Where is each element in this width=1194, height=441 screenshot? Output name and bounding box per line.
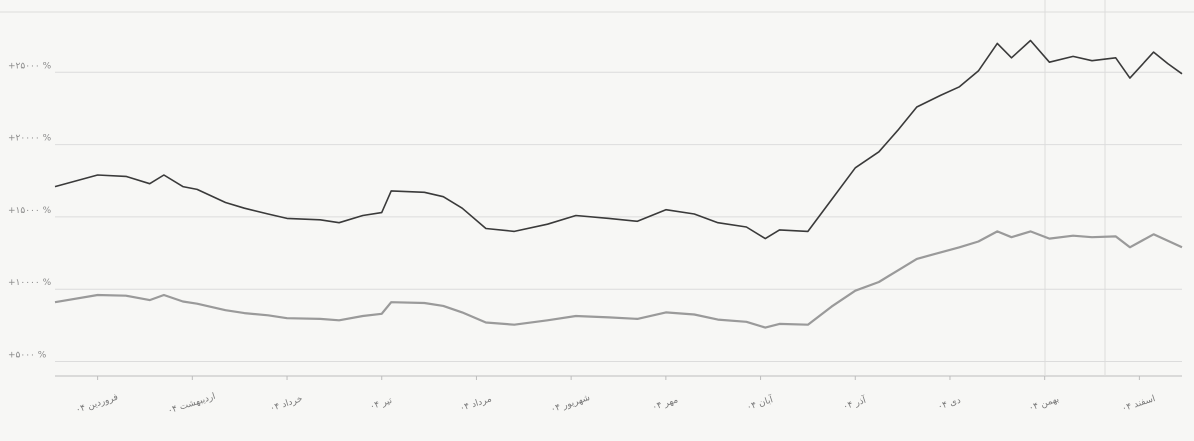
x-tick-label: اردیبهشت ۰۴ — [167, 392, 217, 417]
x-tick-label: فروردین ۰۴ — [75, 393, 120, 416]
x-tick-label: تیر ۰۴ — [369, 396, 394, 413]
y-tick-label: +۵۰۰۰ % — [8, 351, 47, 361]
x-tick-label: اسفند ۰۴ — [1121, 394, 1157, 414]
series-line-1 — [54, 39, 1183, 240]
x-tick-label: آبان ۰۴ — [745, 393, 775, 413]
x-tick-label: شهریور ۰۴ — [550, 393, 592, 415]
series-line-2 — [54, 230, 1183, 329]
x-tick-label: خرداد ۰۴ — [269, 394, 304, 414]
y-tick-label: +۱۵۰۰۰ % — [8, 206, 52, 216]
x-tick-label: دی ۰۴ — [937, 396, 963, 413]
x-tick-label: آذر ۰۴ — [841, 394, 867, 413]
y-tick-label: +۲۰۰۰۰ % — [8, 134, 52, 144]
x-tick-label: بهمن ۰۴ — [1028, 395, 1061, 414]
y-tick-label: +۱۰۰۰۰ % — [8, 278, 52, 288]
x-tick-label: مهر ۰۴ — [651, 395, 679, 413]
y-tick-label: +۲۵۰۰۰ % — [8, 61, 52, 71]
x-tick-label: مرداد ۰۴ — [459, 394, 493, 414]
